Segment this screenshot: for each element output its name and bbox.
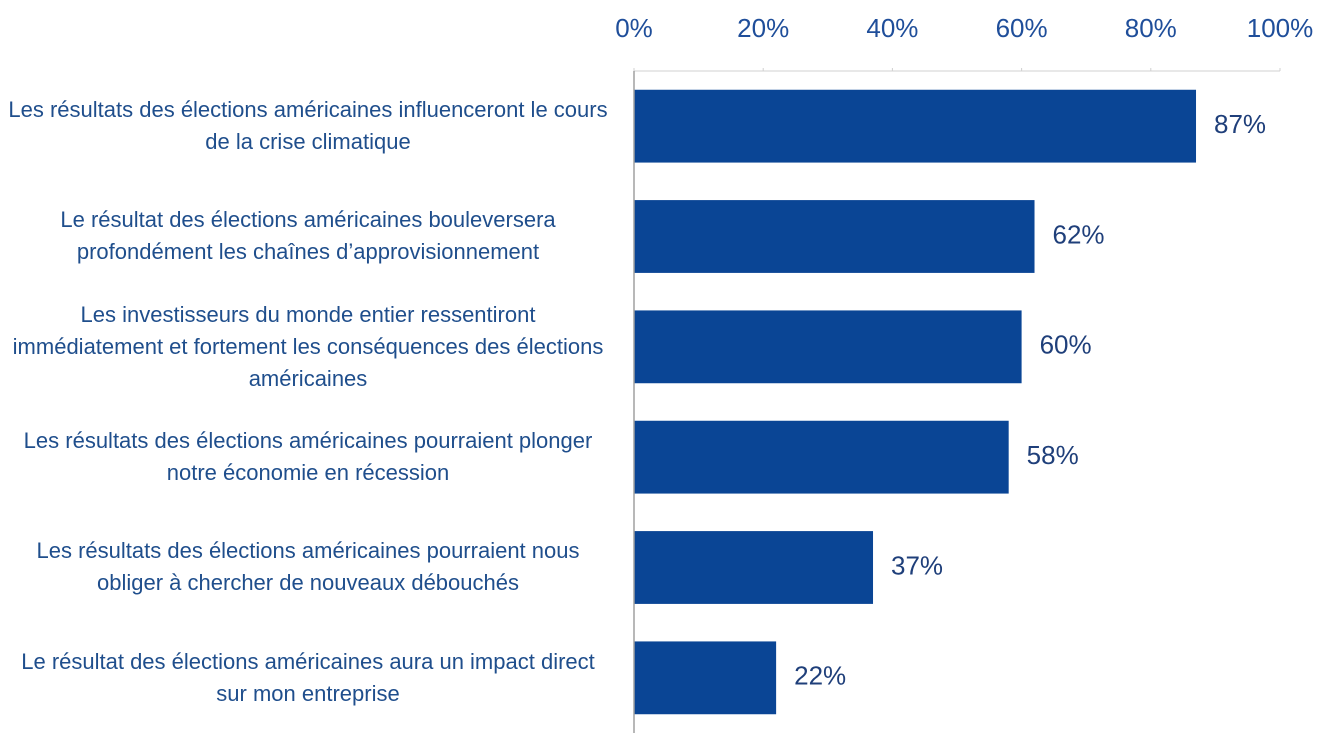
value-label: 62% [1053,219,1105,249]
y-tick-label: Les investisseurs du monde entier ressen… [12,301,604,391]
value-label: 37% [891,550,943,580]
x-tick-label: 20% [737,13,789,43]
value-label: 87% [1214,109,1266,139]
y-tick-label: Les résultats des élections américaines … [36,538,580,596]
value-label: 58% [1027,440,1079,470]
y-tick-label: Le résultat des élections américaines bo… [60,207,556,265]
bar [634,641,777,715]
y-tick-label: Les résultats des élections américaines … [8,97,608,155]
x-tick-label: 40% [866,13,918,43]
bar [634,89,1197,163]
x-tick-label: 100% [1247,13,1314,43]
value-label: 22% [794,661,846,691]
bar [634,310,1022,384]
y-tick-label: Le résultat des élections américaines au… [21,648,595,706]
x-tick-label: 80% [1125,13,1177,43]
x-tick-label: 0% [615,13,653,43]
bar [634,200,1035,273]
y-tick-label: Les résultats des élections américaines … [23,428,593,486]
x-tick-label: 60% [996,13,1048,43]
value-label: 60% [1040,330,1092,360]
bar [634,531,874,604]
bar [634,420,1009,494]
